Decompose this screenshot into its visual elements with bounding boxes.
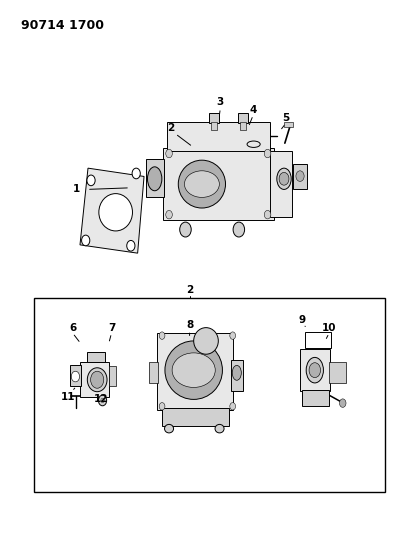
- Circle shape: [159, 402, 165, 410]
- FancyBboxPatch shape: [329, 362, 346, 383]
- Circle shape: [309, 363, 321, 377]
- Ellipse shape: [164, 424, 173, 433]
- Text: 2: 2: [167, 123, 175, 133]
- Ellipse shape: [185, 171, 219, 197]
- Circle shape: [166, 211, 172, 219]
- FancyBboxPatch shape: [238, 113, 248, 123]
- Text: 9: 9: [299, 314, 306, 325]
- FancyBboxPatch shape: [109, 366, 116, 386]
- Circle shape: [230, 402, 236, 410]
- FancyBboxPatch shape: [33, 298, 385, 492]
- Text: 90714 1700: 90714 1700: [21, 19, 104, 33]
- Text: 6: 6: [69, 322, 76, 333]
- Ellipse shape: [232, 366, 241, 380]
- FancyBboxPatch shape: [293, 164, 307, 189]
- Circle shape: [71, 371, 80, 382]
- FancyBboxPatch shape: [80, 362, 109, 397]
- FancyBboxPatch shape: [284, 123, 293, 127]
- Circle shape: [296, 171, 304, 181]
- Ellipse shape: [87, 368, 107, 392]
- Text: 2: 2: [186, 286, 193, 295]
- Text: 4: 4: [250, 104, 257, 115]
- Ellipse shape: [215, 424, 224, 433]
- Text: 8: 8: [186, 320, 193, 330]
- Ellipse shape: [147, 167, 162, 191]
- Circle shape: [132, 168, 140, 179]
- Ellipse shape: [277, 168, 291, 189]
- Circle shape: [230, 332, 236, 340]
- Ellipse shape: [99, 193, 133, 231]
- FancyBboxPatch shape: [87, 352, 105, 362]
- Circle shape: [127, 240, 135, 251]
- FancyBboxPatch shape: [146, 159, 164, 197]
- Text: 3: 3: [217, 96, 224, 107]
- Polygon shape: [80, 168, 144, 253]
- FancyBboxPatch shape: [269, 151, 292, 217]
- Ellipse shape: [165, 341, 222, 399]
- Text: 11: 11: [61, 392, 76, 402]
- Circle shape: [87, 175, 95, 185]
- Ellipse shape: [178, 160, 225, 208]
- Text: 1: 1: [73, 184, 80, 195]
- Circle shape: [233, 222, 245, 237]
- Ellipse shape: [194, 328, 218, 354]
- Text: 5: 5: [283, 112, 290, 123]
- FancyBboxPatch shape: [302, 390, 329, 406]
- FancyBboxPatch shape: [148, 362, 157, 383]
- FancyBboxPatch shape: [300, 349, 330, 391]
- Circle shape: [265, 211, 271, 219]
- Circle shape: [98, 395, 107, 406]
- Ellipse shape: [306, 358, 323, 383]
- Circle shape: [339, 399, 346, 407]
- Text: 7: 7: [108, 322, 115, 333]
- Circle shape: [166, 149, 172, 158]
- FancyBboxPatch shape: [163, 148, 274, 220]
- Circle shape: [265, 149, 271, 158]
- Circle shape: [279, 172, 289, 185]
- Ellipse shape: [172, 353, 215, 387]
- FancyBboxPatch shape: [157, 333, 233, 410]
- FancyBboxPatch shape: [209, 113, 219, 123]
- FancyBboxPatch shape: [240, 122, 246, 130]
- FancyBboxPatch shape: [162, 408, 229, 426]
- FancyBboxPatch shape: [70, 365, 81, 386]
- Circle shape: [91, 371, 104, 388]
- Circle shape: [159, 332, 165, 340]
- Text: 10: 10: [322, 322, 337, 333]
- Text: 12: 12: [94, 394, 108, 405]
- Circle shape: [82, 235, 90, 246]
- Circle shape: [180, 222, 191, 237]
- Circle shape: [101, 398, 104, 402]
- FancyBboxPatch shape: [211, 122, 218, 130]
- FancyBboxPatch shape: [231, 360, 243, 391]
- FancyBboxPatch shape: [167, 122, 269, 151]
